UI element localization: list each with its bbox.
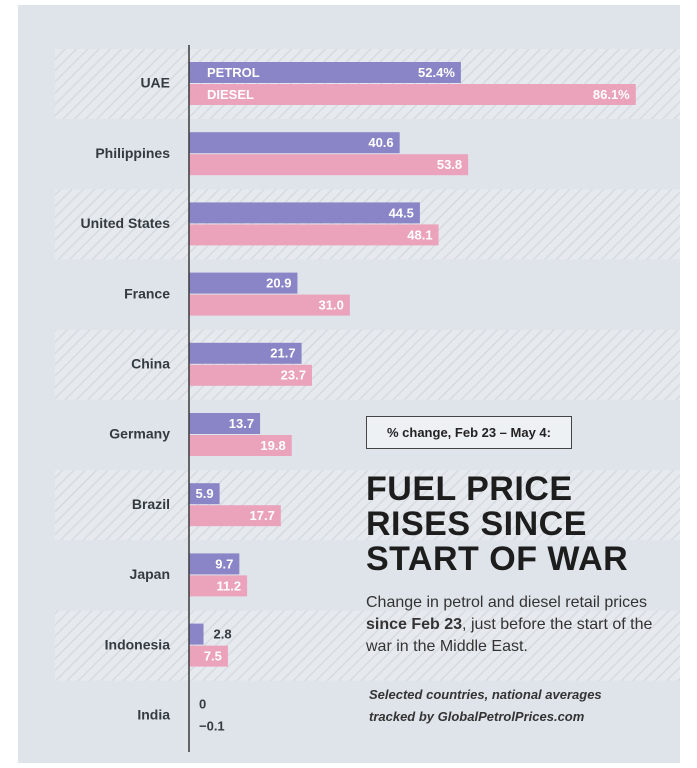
data-label: 23.7 <box>281 368 306 383</box>
subtitle-part: since Feb 23 <box>366 616 463 633</box>
data-label: 2.8 <box>214 627 232 642</box>
data-label: 19.8 <box>260 438 285 453</box>
data-label: 9.7 <box>215 556 233 571</box>
data-label: 44.5 <box>389 205 414 220</box>
bar <box>189 294 350 316</box>
data-label: 48.1 <box>407 227 432 242</box>
bar <box>189 645 228 667</box>
legend-label: PETROL <box>207 65 260 80</box>
data-label: 7.5 <box>204 649 222 664</box>
data-label: 86.1% <box>593 87 630 102</box>
title-line: START OF WAR <box>366 540 629 578</box>
bar <box>189 272 298 294</box>
row-band <box>55 329 680 400</box>
data-label: 20.9 <box>266 276 291 291</box>
bar <box>189 224 439 246</box>
category-label: Indonesia <box>105 636 171 652</box>
bar <box>189 575 248 597</box>
bar <box>189 132 400 154</box>
data-label: 31.0 <box>319 298 344 313</box>
row-band <box>55 610 680 681</box>
category-label: Brazil <box>132 496 170 512</box>
data-label: −0.1 <box>199 719 225 734</box>
bar <box>189 154 469 176</box>
bar <box>189 202 420 224</box>
category-label: Philippines <box>95 145 170 161</box>
bar <box>189 623 204 645</box>
bar <box>189 84 636 105</box>
note-line: tracked by GlobalPetrolPrices.com <box>369 709 585 724</box>
subtitle: Change in petrol and diesel retail price… <box>366 592 656 658</box>
category-label: Japan <box>130 566 170 582</box>
data-label: 40.6 <box>368 135 393 150</box>
bar <box>189 553 240 575</box>
data-label: 53.8 <box>437 157 462 172</box>
subtitle-part: , just before the start of the war in th… <box>366 616 653 655</box>
subtitle-part: Change in petrol and diesel retail price… <box>366 594 648 611</box>
category-label: Germany <box>109 426 170 442</box>
bar <box>189 413 261 434</box>
source-note: Selected countries, national averages tra… <box>369 684 669 728</box>
category-label: India <box>137 707 170 723</box>
bar <box>189 483 220 505</box>
bar <box>189 342 302 364</box>
bar <box>189 62 461 83</box>
bar <box>189 435 292 456</box>
data-label: 11.2 <box>217 578 242 593</box>
data-label: 21.7 <box>270 346 295 361</box>
data-label: 13.7 <box>229 416 254 431</box>
category-label: UAE <box>140 75 170 91</box>
category-label: France <box>124 285 170 301</box>
bar <box>189 364 312 386</box>
category-label: China <box>131 356 170 372</box>
data-label: 17.7 <box>250 508 275 523</box>
legend-label: DIESEL <box>207 87 254 102</box>
data-label: 5.9 <box>196 486 214 501</box>
range-box: % change, Feb 23 – May 4: <box>366 416 572 449</box>
data-label: 52.4% <box>418 65 455 80</box>
row-band <box>55 470 680 541</box>
category-label: United States <box>81 215 171 231</box>
title-line: FUEL PRICE <box>366 470 573 508</box>
title-line: RISES SINCE <box>366 505 587 543</box>
chart-title: FUEL PRICE RISES SINCE START OF WAR <box>366 472 666 577</box>
note-line: Selected countries, national averages <box>369 687 602 702</box>
data-label: 0 <box>199 697 206 712</box>
bar <box>189 505 281 527</box>
